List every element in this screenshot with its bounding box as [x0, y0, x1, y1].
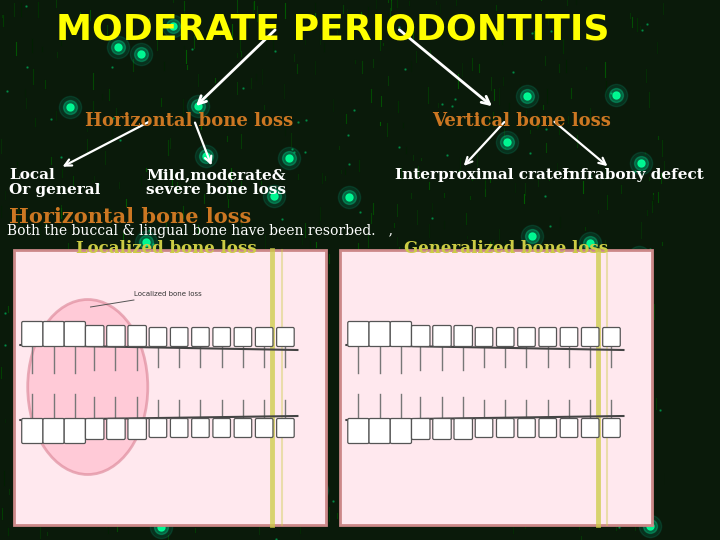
FancyBboxPatch shape — [390, 418, 412, 443]
FancyBboxPatch shape — [433, 326, 451, 347]
FancyBboxPatch shape — [412, 418, 430, 440]
FancyBboxPatch shape — [348, 418, 369, 443]
FancyBboxPatch shape — [582, 418, 599, 437]
FancyBboxPatch shape — [603, 418, 620, 437]
FancyBboxPatch shape — [64, 418, 86, 443]
FancyBboxPatch shape — [433, 418, 451, 440]
Text: Both the buccal & lingual bone have been resorbed.   ,: Both the buccal & lingual bone have been… — [7, 224, 393, 238]
FancyBboxPatch shape — [518, 418, 535, 437]
FancyBboxPatch shape — [149, 327, 167, 347]
Text: Localized bone loss: Localized bone loss — [134, 291, 202, 297]
FancyBboxPatch shape — [86, 326, 104, 347]
FancyBboxPatch shape — [454, 418, 472, 440]
Text: Infrabony defect: Infrabony defect — [562, 168, 703, 182]
FancyBboxPatch shape — [128, 326, 146, 347]
FancyBboxPatch shape — [234, 327, 252, 347]
FancyBboxPatch shape — [390, 321, 412, 347]
FancyBboxPatch shape — [454, 326, 472, 347]
FancyBboxPatch shape — [475, 327, 492, 347]
FancyBboxPatch shape — [86, 418, 104, 440]
Ellipse shape — [27, 300, 148, 475]
FancyBboxPatch shape — [539, 418, 557, 437]
FancyBboxPatch shape — [171, 418, 188, 437]
FancyBboxPatch shape — [276, 418, 294, 437]
Text: MODERATE PERIODONTITIS: MODERATE PERIODONTITIS — [55, 12, 609, 46]
FancyBboxPatch shape — [192, 418, 210, 437]
FancyBboxPatch shape — [518, 327, 535, 347]
Text: Or general: Or general — [9, 183, 101, 197]
FancyBboxPatch shape — [43, 321, 64, 347]
FancyBboxPatch shape — [497, 327, 514, 347]
FancyBboxPatch shape — [560, 327, 577, 347]
FancyBboxPatch shape — [603, 327, 620, 347]
FancyBboxPatch shape — [497, 418, 514, 437]
FancyBboxPatch shape — [107, 418, 125, 440]
Text: Vertical bone loss: Vertical bone loss — [433, 112, 611, 130]
FancyBboxPatch shape — [234, 418, 252, 437]
Text: Localized bone loss: Localized bone loss — [76, 240, 256, 257]
FancyBboxPatch shape — [256, 327, 273, 347]
FancyBboxPatch shape — [276, 327, 294, 347]
Text: Horizontal bone loss: Horizontal bone loss — [9, 207, 251, 227]
FancyBboxPatch shape — [22, 321, 43, 347]
FancyBboxPatch shape — [369, 418, 390, 443]
Bar — [340, 250, 652, 525]
FancyBboxPatch shape — [560, 418, 577, 437]
FancyBboxPatch shape — [43, 418, 64, 443]
FancyBboxPatch shape — [475, 418, 492, 437]
FancyBboxPatch shape — [348, 321, 369, 347]
FancyBboxPatch shape — [128, 418, 146, 440]
Bar — [14, 250, 326, 525]
Text: Mild,moderate&: Mild,moderate& — [146, 168, 285, 182]
FancyBboxPatch shape — [192, 327, 210, 347]
FancyBboxPatch shape — [539, 327, 557, 347]
Text: Horizontal bone loss: Horizontal bone loss — [85, 112, 294, 130]
Text: Interproximal crater: Interproximal crater — [395, 168, 571, 182]
FancyBboxPatch shape — [213, 418, 230, 437]
FancyBboxPatch shape — [107, 326, 125, 347]
FancyBboxPatch shape — [149, 418, 167, 437]
FancyBboxPatch shape — [64, 321, 86, 347]
Text: severe bone loss: severe bone loss — [146, 183, 286, 197]
FancyBboxPatch shape — [213, 327, 230, 347]
FancyBboxPatch shape — [582, 327, 599, 347]
Text: Local: Local — [9, 168, 55, 182]
FancyBboxPatch shape — [171, 327, 188, 347]
FancyBboxPatch shape — [22, 418, 43, 443]
FancyBboxPatch shape — [256, 418, 273, 437]
FancyBboxPatch shape — [369, 321, 390, 347]
FancyBboxPatch shape — [412, 326, 430, 347]
Text: Generalized bone loss: Generalized bone loss — [404, 240, 608, 257]
